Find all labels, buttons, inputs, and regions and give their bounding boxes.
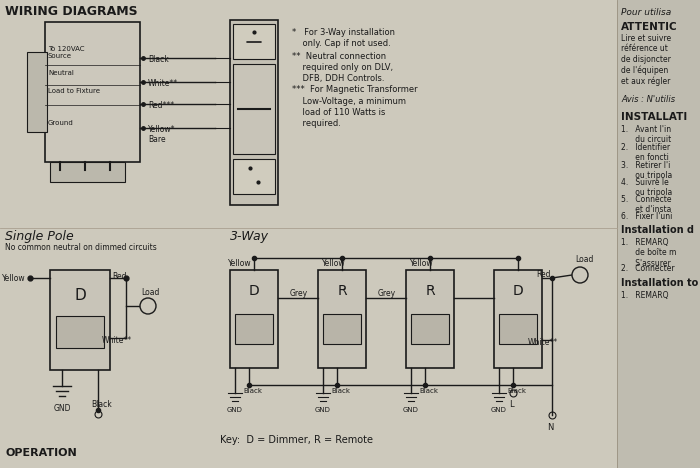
Text: Lire et suivre
référence ut
de disjoncter
de l'équipen
et aux régler: Lire et suivre référence ut de disjoncte… [621,34,671,86]
Text: GND: GND [315,407,331,413]
Text: ***  For Magnetic Transformer
    Low-Voltage, a minimum
    load of 110 Watts i: *** For Magnetic Transformer Low-Voltage… [292,86,418,128]
Text: ATTENTIC: ATTENTIC [621,22,678,32]
Bar [233,159,275,194]
Bar [406,270,454,368]
Text: L: L [509,400,513,409]
Text: White**: White** [528,338,558,347]
Text: Red***: Red*** [148,101,174,110]
Text: Black: Black [419,388,438,394]
Text: Yellow: Yellow [2,274,26,283]
Text: D: D [248,284,260,298]
Bar [233,64,275,154]
Text: Ground: Ground [48,120,74,126]
Bar [499,314,537,344]
Text: Yellow: Yellow [410,259,433,268]
Text: Black: Black [507,388,526,394]
Text: 3-Way: 3-Way [230,230,269,243]
Text: Installation to: Installation to [621,278,699,288]
Text: *   For 3-Way installation
    only. Cap if not used.: * For 3-Way installation only. Cap if no… [292,28,395,48]
Text: No common neutral on dimmed circuits: No common neutral on dimmed circuits [5,243,157,252]
Bar [50,162,125,182]
Text: 6.   Fixer l'uni: 6. Fixer l'uni [621,212,673,221]
Text: Red: Red [536,270,550,279]
Text: To 120VAC
Source: To 120VAC Source [48,46,85,59]
Bar [50,270,110,370]
Text: 2.   Connecter: 2. Connecter [621,264,675,273]
Circle shape [572,267,588,283]
Text: 2.   Identifier
      en foncti: 2. Identifier en foncti [621,143,670,162]
Text: Load: Load [575,255,594,264]
Text: Installation d: Installation d [621,225,694,235]
Text: D: D [74,288,86,303]
Text: 1.   REMARQ: 1. REMARQ [621,291,668,300]
Text: Black: Black [148,55,169,64]
Text: D: D [512,284,524,298]
Bar [45,22,140,162]
Text: Neutral: Neutral [48,70,74,76]
Text: OPERATION: OPERATION [5,448,77,458]
Text: 1.   REMARQ
      de boîte m
      S'assurer: 1. REMARQ de boîte m S'assurer [621,238,676,268]
Text: Grey: Grey [290,289,308,298]
Text: GND: GND [227,407,243,413]
Text: 4.   Suivre le
      ou tripola: 4. Suivre le ou tripola [621,178,672,197]
Text: 5.   Connecte
      et d'insta: 5. Connecte et d'insta [621,195,671,214]
Bar [235,314,273,344]
Text: 3.   Retirer l'i
      ou tripola: 3. Retirer l'i ou tripola [621,161,672,180]
Text: R: R [337,284,346,298]
Text: R: R [425,284,435,298]
Text: White**: White** [148,79,178,88]
Circle shape [140,298,156,314]
Text: Black: Black [243,388,262,394]
Text: Pour utilisa: Pour utilisa [621,8,671,17]
Bar [233,24,275,59]
Text: Black: Black [331,388,350,394]
Bar [494,270,542,368]
Bar [27,52,47,132]
Text: 1.   Avant l'in
      du circuit: 1. Avant l'in du circuit [621,125,671,145]
Text: White**: White** [102,336,132,345]
Bar [323,314,361,344]
Text: Yellow*
Bare: Yellow* Bare [148,125,176,145]
Text: Grey: Grey [378,289,396,298]
Text: **  Neutral connection
    required only on DLV,
    DFB, DDH Controls.: ** Neutral connection required only on D… [292,52,393,83]
Text: Single Pole: Single Pole [5,230,74,243]
Text: N: N [547,423,553,432]
Bar [230,270,278,368]
Bar [230,20,278,205]
Text: Yellow: Yellow [228,259,251,268]
Bar [411,314,449,344]
Text: Avis : N'utilis: Avis : N'utilis [621,95,675,104]
Bar [617,0,700,468]
Text: Black: Black [91,400,112,409]
Text: GND: GND [403,407,419,413]
Text: GND: GND [54,404,71,413]
Bar [56,316,104,348]
Text: GND: GND [491,407,507,413]
Text: Load to Fixture: Load to Fixture [48,88,100,94]
Text: INSTALLATI: INSTALLATI [621,112,687,122]
Text: Red: Red [112,272,127,281]
Text: WIRING DIAGRAMS: WIRING DIAGRAMS [5,5,138,18]
Text: Yellow: Yellow [322,259,346,268]
Text: Key:  D = Dimmer, R = Remote: Key: D = Dimmer, R = Remote [220,435,373,445]
Bar [318,270,366,368]
Text: Load: Load [141,288,159,297]
